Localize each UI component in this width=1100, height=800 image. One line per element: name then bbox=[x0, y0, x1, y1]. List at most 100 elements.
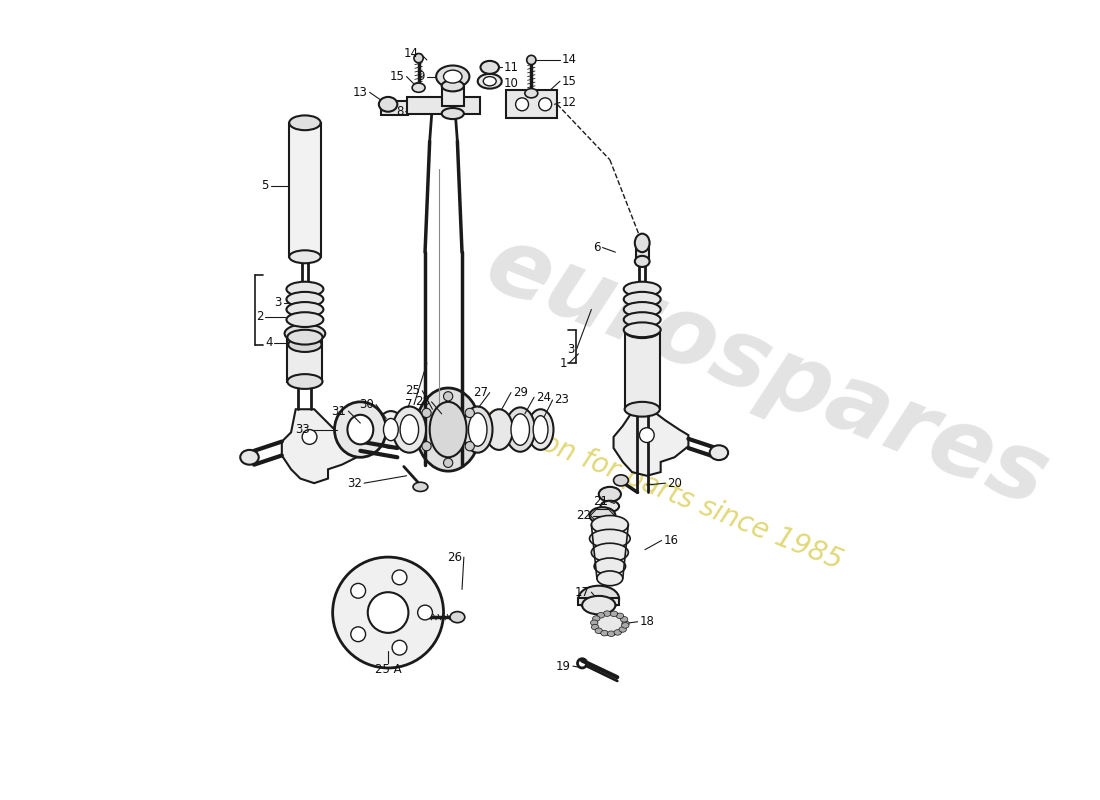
Ellipse shape bbox=[635, 256, 650, 267]
Ellipse shape bbox=[450, 612, 465, 622]
Text: 2: 2 bbox=[256, 310, 263, 323]
Ellipse shape bbox=[624, 302, 661, 317]
Text: 12: 12 bbox=[562, 96, 576, 109]
Ellipse shape bbox=[416, 388, 481, 471]
Ellipse shape bbox=[582, 596, 615, 614]
Ellipse shape bbox=[378, 97, 397, 112]
Text: 25: 25 bbox=[406, 384, 420, 398]
Ellipse shape bbox=[614, 630, 622, 635]
Ellipse shape bbox=[348, 414, 373, 444]
Ellipse shape bbox=[593, 613, 627, 634]
Ellipse shape bbox=[332, 557, 443, 668]
Text: 14: 14 bbox=[562, 54, 576, 66]
Ellipse shape bbox=[286, 282, 323, 297]
Ellipse shape bbox=[393, 406, 426, 453]
Ellipse shape bbox=[593, 616, 600, 622]
Text: 20: 20 bbox=[667, 477, 682, 490]
Text: 32: 32 bbox=[348, 477, 362, 490]
Ellipse shape bbox=[286, 302, 323, 317]
Ellipse shape bbox=[443, 392, 453, 401]
Ellipse shape bbox=[525, 89, 538, 98]
Text: 17: 17 bbox=[574, 586, 590, 598]
Ellipse shape bbox=[443, 458, 453, 467]
Ellipse shape bbox=[619, 626, 626, 632]
Ellipse shape bbox=[620, 617, 628, 622]
Bar bbox=[442, 86, 464, 106]
Ellipse shape bbox=[414, 54, 424, 62]
Text: 7: 7 bbox=[405, 398, 412, 411]
Ellipse shape bbox=[483, 77, 496, 86]
Text: 14: 14 bbox=[404, 47, 419, 60]
Ellipse shape bbox=[392, 570, 407, 585]
Bar bbox=[407, 97, 481, 114]
Text: 27: 27 bbox=[473, 386, 488, 399]
Ellipse shape bbox=[422, 442, 431, 451]
Text: 6: 6 bbox=[593, 241, 601, 254]
Ellipse shape bbox=[400, 414, 419, 444]
Ellipse shape bbox=[592, 624, 598, 630]
Ellipse shape bbox=[539, 98, 551, 110]
Ellipse shape bbox=[512, 414, 529, 446]
Ellipse shape bbox=[418, 605, 432, 620]
Text: 26: 26 bbox=[447, 550, 462, 563]
Ellipse shape bbox=[351, 583, 365, 598]
Ellipse shape bbox=[351, 627, 365, 642]
Ellipse shape bbox=[579, 586, 619, 612]
Text: 3: 3 bbox=[568, 342, 574, 356]
Text: eurospares: eurospares bbox=[473, 218, 1062, 527]
Ellipse shape bbox=[595, 628, 603, 634]
Ellipse shape bbox=[392, 640, 407, 655]
Text: 13: 13 bbox=[353, 86, 367, 99]
Ellipse shape bbox=[477, 74, 502, 89]
Text: a passion for parts since 1985: a passion for parts since 1985 bbox=[447, 391, 847, 574]
Ellipse shape bbox=[485, 410, 513, 450]
Ellipse shape bbox=[463, 406, 493, 453]
Ellipse shape bbox=[289, 115, 320, 130]
Ellipse shape bbox=[591, 620, 598, 626]
Text: 9: 9 bbox=[418, 70, 425, 83]
Ellipse shape bbox=[422, 408, 431, 418]
Ellipse shape bbox=[465, 408, 474, 418]
Ellipse shape bbox=[469, 413, 487, 446]
Text: 24: 24 bbox=[536, 390, 551, 404]
Ellipse shape bbox=[505, 407, 535, 452]
Text: 3: 3 bbox=[275, 297, 282, 310]
Ellipse shape bbox=[287, 330, 322, 345]
Ellipse shape bbox=[240, 450, 258, 465]
Ellipse shape bbox=[594, 558, 626, 574]
Ellipse shape bbox=[590, 530, 630, 548]
Ellipse shape bbox=[367, 592, 408, 633]
Ellipse shape bbox=[639, 428, 654, 442]
Bar bbox=[287, 337, 322, 382]
Ellipse shape bbox=[288, 337, 321, 352]
Text: 10: 10 bbox=[504, 78, 518, 90]
Ellipse shape bbox=[614, 475, 628, 486]
Text: 28: 28 bbox=[415, 395, 430, 408]
Bar bbox=[625, 330, 660, 410]
Ellipse shape bbox=[287, 374, 322, 389]
Ellipse shape bbox=[597, 613, 605, 618]
Text: 16: 16 bbox=[663, 534, 679, 547]
Bar bbox=[506, 90, 558, 118]
Text: 8: 8 bbox=[396, 106, 404, 118]
Text: 31: 31 bbox=[331, 405, 346, 418]
Ellipse shape bbox=[601, 501, 619, 512]
Ellipse shape bbox=[635, 234, 650, 252]
Polygon shape bbox=[614, 410, 689, 476]
Ellipse shape bbox=[590, 507, 615, 524]
Bar bbox=[636, 243, 649, 262]
Text: 33: 33 bbox=[295, 423, 309, 436]
Ellipse shape bbox=[625, 323, 660, 338]
Ellipse shape bbox=[592, 515, 628, 534]
Ellipse shape bbox=[436, 66, 470, 88]
Ellipse shape bbox=[430, 402, 466, 458]
Text: 1: 1 bbox=[560, 357, 568, 370]
Text: 19: 19 bbox=[556, 660, 571, 673]
Ellipse shape bbox=[601, 630, 608, 636]
Ellipse shape bbox=[534, 416, 548, 443]
Bar bbox=[381, 101, 408, 115]
Text: 18: 18 bbox=[639, 615, 654, 628]
Ellipse shape bbox=[302, 430, 317, 444]
Ellipse shape bbox=[621, 621, 629, 626]
Text: 11: 11 bbox=[504, 61, 518, 74]
